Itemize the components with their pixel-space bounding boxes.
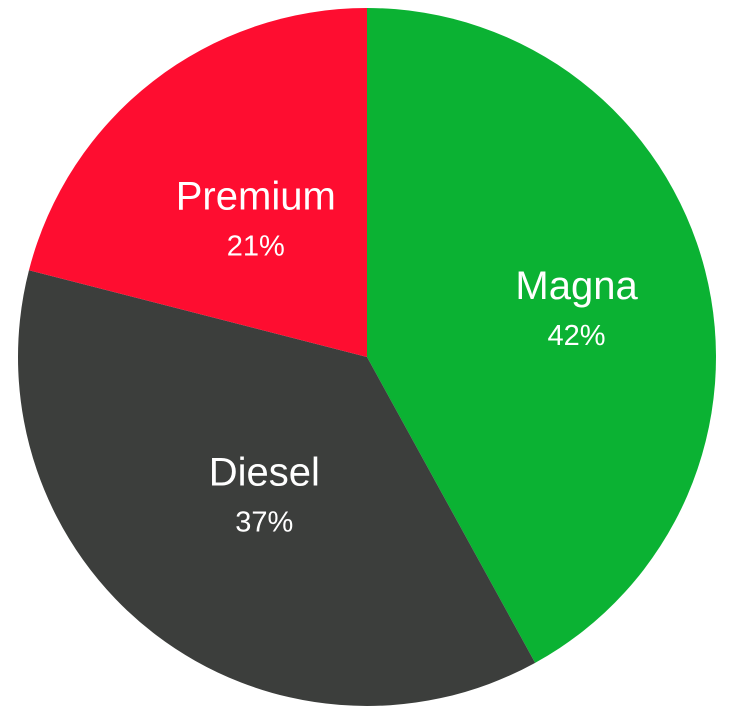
slice-percent-premium: 21% (227, 231, 285, 263)
slice-label-premium: Premium (176, 175, 336, 219)
pie-slice-premium (28, 8, 367, 357)
slice-percent-magna: 42% (548, 320, 606, 352)
pie-slice-magna (367, 8, 717, 663)
slice-percent-diesel: 37% (235, 506, 293, 538)
pie-slice-diesel (17, 270, 536, 707)
slice-label-magna: Magna (515, 264, 638, 308)
pie-labels: Magna 42% Diesel 37% Premium 21% (176, 175, 639, 539)
pie-slices (17, 8, 717, 707)
slice-label-diesel: Diesel (209, 450, 320, 494)
